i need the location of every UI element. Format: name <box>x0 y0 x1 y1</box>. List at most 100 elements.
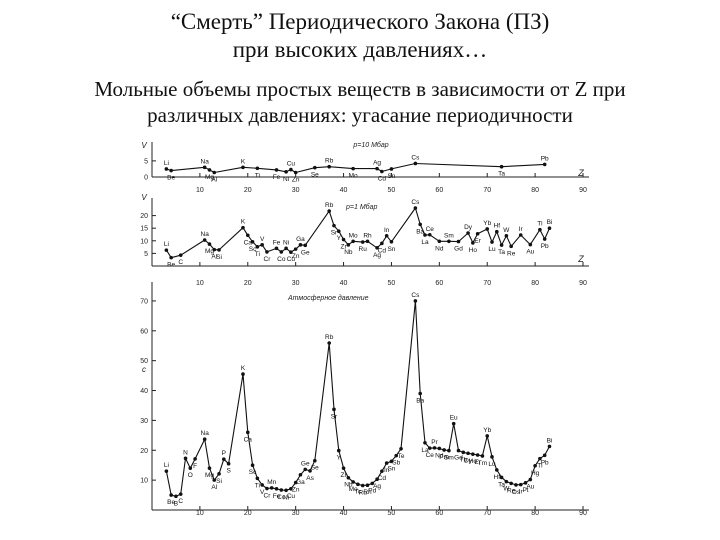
panel-3-point-Na <box>202 437 207 442</box>
panel-2-point-Yb <box>485 227 490 231</box>
panel-2-label-K: K <box>241 219 246 226</box>
panel-3-label-Ba: Ba <box>416 398 424 405</box>
panel-3-y-tick-label: 20 <box>140 448 148 455</box>
panel-2-point-La <box>423 233 427 237</box>
panel-2-point-Fe <box>274 246 279 251</box>
panel-2-point-Ca <box>245 233 250 238</box>
panel-3-label-Tl: Tl <box>537 463 543 470</box>
panel-2-point-Na <box>202 238 207 242</box>
panel-1-series-line <box>166 162 545 174</box>
panel-2-point-V <box>260 243 264 247</box>
panel-3-y-tick-label: 10 <box>140 478 148 485</box>
panel-2-label-Sc: Sc <box>249 246 257 253</box>
panel-3-point-P <box>222 457 226 462</box>
panel-2-label-Ta: Ta <box>498 249 505 256</box>
panel-1-label-Mo: Mo <box>349 173 358 180</box>
panel-3-label-O: O <box>188 472 193 479</box>
panel-1-point-Rb <box>327 164 331 169</box>
panel-2-point-Mo <box>351 239 355 244</box>
slide-title-line-1: “Смерть” Периодического Закона (ПЗ) <box>170 9 550 34</box>
panel-3-label-Ag: Ag <box>373 483 381 490</box>
panel-2-point-Zr <box>341 237 346 242</box>
panel-3-label-Lu: Lu <box>488 461 496 468</box>
panel-3-label-Nd: Nd <box>435 452 444 459</box>
panel-3-x-tick-label: 20 <box>244 510 252 517</box>
panel-2-point-Rb <box>327 209 331 213</box>
panel-1-y-tick-label: 0 <box>144 175 148 182</box>
panel-1-point-Li <box>164 167 169 171</box>
panel-3-label-Nb: Nb <box>344 482 353 489</box>
panel-2-x-axis-label: Z <box>577 254 584 264</box>
panel-3-label-N: N <box>183 449 188 456</box>
panel-2-point-Ho <box>471 241 475 245</box>
panel-1-x-axis-label: Z <box>577 168 584 178</box>
panel-3-point-Eu <box>451 421 456 426</box>
panel-2-label-Co: Co <box>277 256 286 263</box>
panel-2-x-tick-label: 60 <box>435 280 443 287</box>
panel-3-point-Ho <box>471 452 475 456</box>
panel-2-label-W: W <box>503 227 510 234</box>
panel-2-label-V: V <box>260 236 265 243</box>
panel-2-label-Ga: Ga <box>296 236 305 243</box>
panel-2-point-Rh <box>365 239 370 244</box>
slide-subtitle-line-2: различных давлениях: угасание периодично… <box>147 103 573 127</box>
panel-3-point-Rb <box>327 341 331 345</box>
panel-3-point-Cr <box>265 486 269 491</box>
panel-2-point-Ni <box>284 246 288 251</box>
panel-3-point-Bi <box>547 444 552 449</box>
panel-2-point-Nd <box>437 239 442 244</box>
panel-2-label-Yb: Yb <box>483 220 491 227</box>
panel-3-point-La <box>423 441 427 445</box>
panel-3-label-Ta: Ta <box>498 481 505 488</box>
panel-2-label-Lu: Lu <box>488 246 496 253</box>
panel-2-point-Hf <box>495 229 499 234</box>
panel-1-point-Ag <box>375 166 379 171</box>
panel-3-label-Tc: Tc <box>355 488 362 495</box>
panel-3-point-Pm <box>442 448 446 452</box>
panel-3-point-Mg <box>207 466 212 470</box>
panel-3-point-B <box>174 494 178 499</box>
panel-1-label-Cu: Cu <box>287 161 296 168</box>
panel-3-point-Mn <box>269 486 274 490</box>
panel-1-label-Ti: Ti <box>255 172 260 179</box>
panel-2-x-tick-label: 40 <box>340 280 348 287</box>
panel-2-point-K <box>241 225 245 230</box>
panel-2-label-Re: Re <box>507 250 516 257</box>
panel-3-label-Re: Re <box>507 487 516 494</box>
panel-3-point-Hf <box>495 468 499 472</box>
panel-3-x-tick-label: 10 <box>196 510 204 517</box>
panel-2-point-Sr <box>332 223 336 228</box>
panel-1-label-Zn: Zn <box>292 176 300 183</box>
panel-2-point-Ti <box>255 245 260 249</box>
panel-1-point-Se <box>313 165 317 170</box>
panel-3-point-Tc <box>356 482 360 487</box>
panel-2-point-Ir <box>518 233 523 237</box>
panel-3-y-tick-label: 40 <box>140 388 148 395</box>
panel-3-label-Ni: Ni <box>283 494 289 501</box>
panel-1-point-Fe <box>274 168 279 172</box>
panel-3-point-K <box>241 372 245 376</box>
panel-1-label-Sn: Sn <box>387 173 395 180</box>
panel-2-x-tick-label: 50 <box>388 280 396 287</box>
panel-2-label-Y: Y <box>337 235 342 242</box>
panel-3-label-Tb: Tb <box>459 456 467 463</box>
panel-3-label-Gd: Gd <box>454 455 463 462</box>
panel-3-point-Ru <box>360 483 365 488</box>
panel-3-point-Os <box>514 483 518 487</box>
panel-2-point-Au <box>528 242 533 247</box>
panel-3-label-Bi: Bi <box>547 437 553 444</box>
panel-3-x-tick-label: 70 <box>483 510 491 517</box>
panel-3-label-P: P <box>222 450 226 457</box>
panel-2-label-Hf: Hf <box>494 223 501 230</box>
panel-3-point-Te <box>399 446 403 451</box>
panel-3-label-Sr: Sr <box>331 413 338 420</box>
panel-3-point-Sm <box>447 448 451 453</box>
panel-2-point-In <box>384 233 389 238</box>
panel-2-point-Cs <box>413 206 418 210</box>
panel-3-point-Ti <box>255 476 260 481</box>
panel-3-point-Dy <box>466 451 470 456</box>
panel-1-label-Al: Al <box>211 176 217 183</box>
panel-2-point-Co <box>279 250 284 254</box>
panel-1-point-Ni <box>284 170 288 174</box>
panel-1-label-Mg: Mg <box>205 174 214 181</box>
